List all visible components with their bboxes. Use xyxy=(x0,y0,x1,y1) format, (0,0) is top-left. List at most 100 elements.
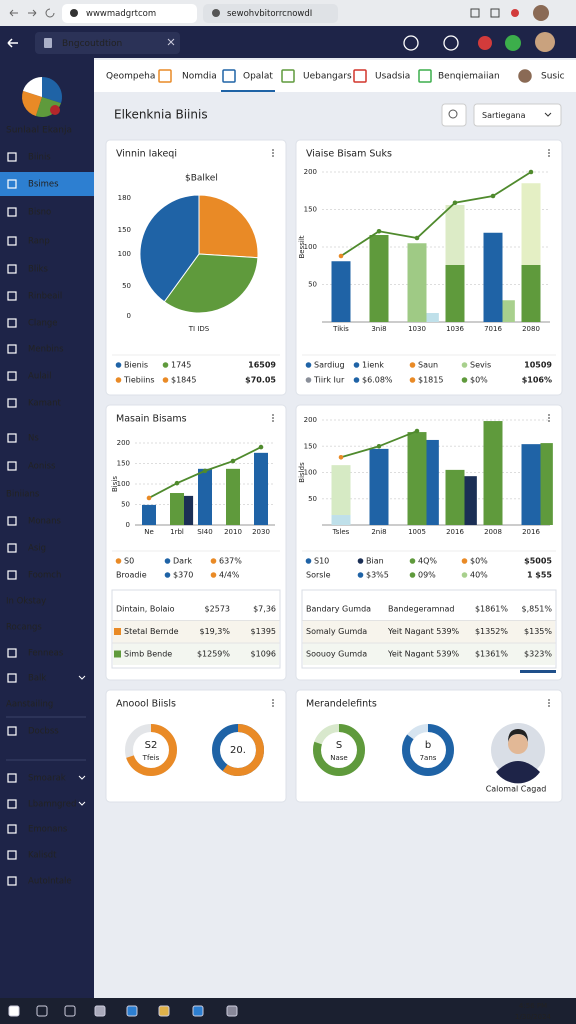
nav-item[interactable]: Balk xyxy=(28,674,46,684)
notification-icon xyxy=(478,36,492,50)
filter[interactable] xyxy=(473,103,562,127)
legend-label: Tiebiins xyxy=(123,376,155,385)
back-button[interactable] xyxy=(7,38,18,48)
nav-item[interactable]: Asig xyxy=(28,544,46,554)
tab-icon xyxy=(222,69,236,83)
chart-footer: TI IDS xyxy=(188,325,210,333)
x-tick-label: 3ni8 xyxy=(371,325,386,333)
nav-item[interactable]: Emonans xyxy=(28,825,68,835)
axis-label: 150 xyxy=(118,226,131,234)
tab-icon xyxy=(281,69,295,83)
nav-item[interactable]: Menbins xyxy=(28,345,64,355)
legend-label: Sardiug xyxy=(314,361,345,370)
nav-item[interactable]: Rocangs xyxy=(6,623,42,633)
legend-dot xyxy=(461,377,468,383)
nav-icons[interactable] xyxy=(9,8,55,18)
nav-item[interactable]: Autolntale xyxy=(28,877,72,887)
nav-item[interactable]: Rinbeail xyxy=(28,292,62,302)
table-cell: $1395 xyxy=(251,627,276,636)
axis-label: 0 xyxy=(127,312,131,320)
table-cell: Yeit Nagant 539% xyxy=(387,627,460,636)
card-menu xyxy=(548,417,550,419)
bar xyxy=(483,232,503,322)
nav-item[interactable]: Ns xyxy=(28,434,39,444)
tab[interactable]: Qeompeha xyxy=(106,72,155,82)
nav-item[interactable]: Biniians xyxy=(6,490,40,500)
nav-item[interactable]: Aoniss xyxy=(28,462,56,472)
legend-dot xyxy=(210,572,217,578)
nav-item[interactable]: Lbamngred xyxy=(28,800,76,810)
y-axis-label: Bisis xyxy=(111,476,119,492)
tab[interactable]: Susic xyxy=(541,72,565,82)
tab[interactable]: Opalat xyxy=(243,72,273,82)
nav-item[interactable]: In Okstay xyxy=(6,597,46,607)
card-title: Anoool Biisls xyxy=(116,699,176,710)
y-axis-label: Bislds xyxy=(298,462,306,483)
nav-icon xyxy=(7,344,17,354)
nav-item[interactable]: Ranp xyxy=(28,237,50,247)
donut-label: Tfeis xyxy=(142,754,160,762)
tab[interactable]: Benqiemaiian xyxy=(438,72,500,82)
nav-item[interactable]: Biinis xyxy=(28,153,51,163)
tab[interactable]: Usadsia xyxy=(375,72,410,82)
table-cell: Soouoy Gumda xyxy=(306,650,367,659)
search[interactable] xyxy=(441,103,467,127)
header-icon xyxy=(403,35,419,51)
nav-item[interactable]: Aanstailing xyxy=(6,700,53,710)
nav-item[interactable]: Smoarak xyxy=(28,774,66,784)
legend-dot xyxy=(353,362,360,368)
taskbar-icon xyxy=(94,1005,106,1017)
card-menu xyxy=(272,152,274,154)
nav-item[interactable]: Bsimes xyxy=(28,180,59,190)
scroll-indicator xyxy=(520,670,556,673)
legend-label: S10 xyxy=(314,557,329,566)
legend-label: 16509 xyxy=(248,361,276,370)
nav-item[interactable]: Bliks xyxy=(28,265,48,275)
legend-dot xyxy=(461,362,468,368)
nav-icon xyxy=(7,799,17,809)
nav-item[interactable]: Aulail xyxy=(28,372,52,382)
browser-tab-title[interactable]: sewohvbitorrcnowdI xyxy=(227,9,312,19)
table-cell: Simb Bende xyxy=(124,650,172,659)
legend-dot xyxy=(210,558,217,564)
y-tick-label: 50 xyxy=(121,501,130,509)
tab[interactable]: Uebangars xyxy=(303,72,352,82)
app-tab-title[interactable]: Bngcoutdtion xyxy=(62,39,122,49)
legend-dot xyxy=(409,558,416,564)
nav-item[interactable]: Clange xyxy=(28,319,58,329)
nav-icon xyxy=(7,433,17,443)
donut-label: S2 xyxy=(145,740,158,751)
nav-icon xyxy=(7,673,17,683)
line-point xyxy=(338,253,344,259)
line-point xyxy=(338,454,344,460)
bar xyxy=(426,439,439,525)
nav-item[interactable]: Monans xyxy=(28,517,62,527)
active-tab-underline xyxy=(221,90,275,92)
legend-dot xyxy=(164,558,171,564)
nav-item[interactable]: Kamant xyxy=(28,399,62,409)
line-point xyxy=(202,468,208,474)
bar xyxy=(426,313,439,322)
x-tick-label: 2016 xyxy=(446,528,464,536)
legend-label: 4/4% xyxy=(219,571,240,580)
nav-icon xyxy=(7,726,17,736)
bar xyxy=(445,265,465,322)
chevron xyxy=(78,775,86,780)
close-tab[interactable] xyxy=(167,38,175,46)
nav-item[interactable]: Docbss xyxy=(28,727,59,737)
browser-tab-title[interactable]: wwwmadgrtcom xyxy=(86,9,156,19)
nav-item[interactable]: Bisno xyxy=(28,208,51,218)
x-tick-label: SI40 xyxy=(197,528,212,536)
table-cell: $1861% xyxy=(475,605,508,614)
legend-dot xyxy=(162,377,169,383)
legend-label: Dark xyxy=(173,557,192,566)
tab[interactable]: Nomdia xyxy=(182,72,217,82)
table-cell: Bandegeramnad xyxy=(388,605,455,614)
nav-item[interactable]: Fenneas xyxy=(28,649,64,659)
card-menu xyxy=(548,702,550,704)
nav-item[interactable]: Foomch xyxy=(28,571,61,581)
nav-item[interactable]: Kalisdt xyxy=(28,851,57,861)
legend-label: Broadie xyxy=(116,571,147,580)
filter-label[interactable]: Sartiegana xyxy=(482,111,526,120)
